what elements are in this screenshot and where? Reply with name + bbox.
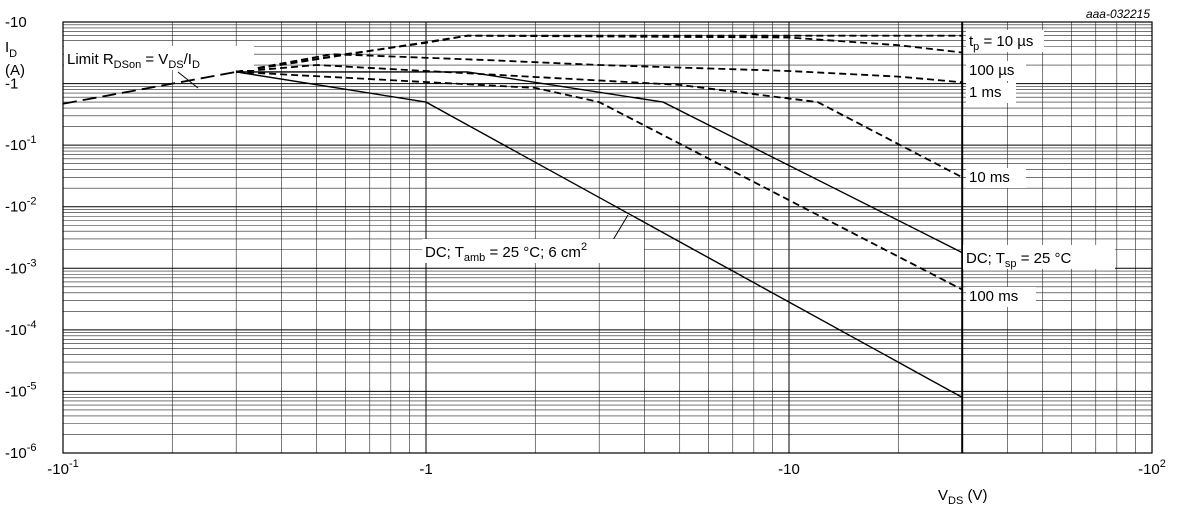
plot-frame [62,21,1153,454]
x-axis-label: VDS (V) [938,487,987,506]
x-axis-label-sub: DS [948,495,963,506]
x-tick-label: -102 [1138,458,1166,478]
annotation-text: 10 ms [969,169,1010,186]
series-lines [62,34,963,399]
figure-id: aaa-032215 [1086,7,1150,21]
y-tick-label: -10-2 [5,196,36,216]
leader-dc-amb [612,214,629,241]
annotation-box [963,245,1115,269]
annotation-text: 1 ms [969,84,1002,101]
y-axis-label-main: I [5,39,9,56]
x-axis-label-unit: (V) [963,487,987,504]
series-line [236,71,963,254]
series-line [62,71,237,105]
svg-text:ID: ID [5,39,17,60]
x-axis-label-main: V [938,487,948,504]
grid [62,21,1153,454]
x-tick-label: -10-1 [47,458,78,478]
y-axis-label-sub: D [9,48,17,60]
leader-lines [177,71,629,241]
series-line [236,71,963,291]
annotation-box [966,168,1026,188]
tick-labels: -10-1 -1 -10 -102-10-1-10-1-10-2-10-3-10-4-… [5,14,1166,478]
series-line [236,53,963,84]
series-line [236,71,963,399]
y-axis-label-unit: (A) [5,62,25,79]
annotation-ms100: 100 ms [966,287,1036,307]
annotation-tp10: tp = 10 µs [966,30,1044,53]
annotation-box [422,239,644,263]
y-tick-label: -10-1 [5,134,36,154]
annotation-us100: 100 µs [966,61,1026,81]
annotation-text: DC; Tsp = 25 °C [966,250,1071,270]
annotation-ms1: 1 ms [966,83,1016,103]
annotation-box [966,83,1016,103]
y-tick-label: -10-5 [5,380,36,400]
annotation-box [64,46,254,70]
annotation-dcsp: DC; Tsp = 25 °C [963,245,1115,270]
annotation-limit: Limit RDSon = VDS/ID [64,46,254,71]
y-tick-label: -10-6 [5,442,36,462]
y-tick-label: -10-4 [5,319,36,339]
annotation-box [966,287,1036,307]
annotation-ms10: 10 ms [966,168,1026,188]
annotation-dcamb: DC; Tamb = 25 °C; 6 cm2 [422,239,644,264]
annotation-box [966,61,1026,81]
y-tick-label: -1 [5,76,18,93]
y-axis-label: ID (A) [5,39,25,79]
annotations: Limit RDSon = VDS/ID tp = 10 µs 100 µs 1 ms… [64,30,1115,307]
x-tick-label: -1 [419,461,432,478]
annotation-text: Limit RDSon = VDS/ID [67,51,200,71]
annotation-text: tp = 10 µs [969,33,1033,53]
leader-limit [177,71,199,89]
annotation-text: DC; Tamb = 25 °C; 6 cm2 [425,241,587,264]
y-tick-label: -10 [5,14,27,31]
series-line [236,64,963,179]
annotation-text: 100 ms [969,288,1018,305]
x-tick-label: -10 [778,461,800,478]
y-tick-label: -10-3 [5,257,36,277]
annotation-text: 100 µs [969,62,1014,79]
annotation-box [966,30,1044,52]
series-line [236,34,963,73]
